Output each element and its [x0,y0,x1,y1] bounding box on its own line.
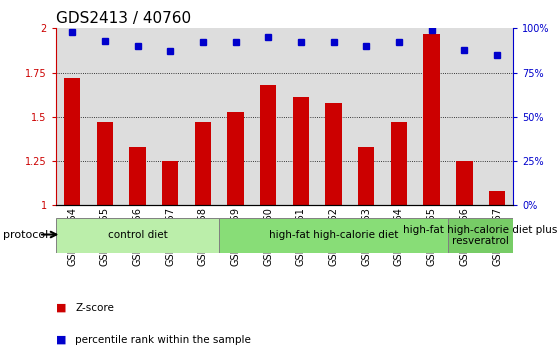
Text: high-fat high-calorie diet plus
resveratrol: high-fat high-calorie diet plus resverat… [403,224,558,246]
Text: ■: ■ [56,303,70,313]
Text: control diet: control diet [108,230,167,240]
Bar [456,161,473,205]
Bar [97,122,113,205]
Bar [448,218,513,253]
Text: GDS2413 / 40760: GDS2413 / 40760 [56,11,191,25]
Text: ■: ■ [56,335,70,345]
Bar [391,122,407,205]
Bar [325,103,341,205]
Bar [219,218,448,253]
Bar [129,147,146,205]
Bar [489,191,505,205]
Bar [56,218,219,253]
Text: percentile rank within the sample: percentile rank within the sample [75,335,251,345]
Text: Z-score: Z-score [75,303,114,313]
Bar [293,97,309,205]
Bar [64,78,80,205]
Bar [358,147,374,205]
Bar [162,161,179,205]
Bar [228,112,244,205]
Text: high-fat high-calorie diet: high-fat high-calorie diet [269,230,398,240]
Bar [260,85,276,205]
Bar [195,122,211,205]
Text: protocol: protocol [3,230,48,240]
Bar [424,34,440,205]
